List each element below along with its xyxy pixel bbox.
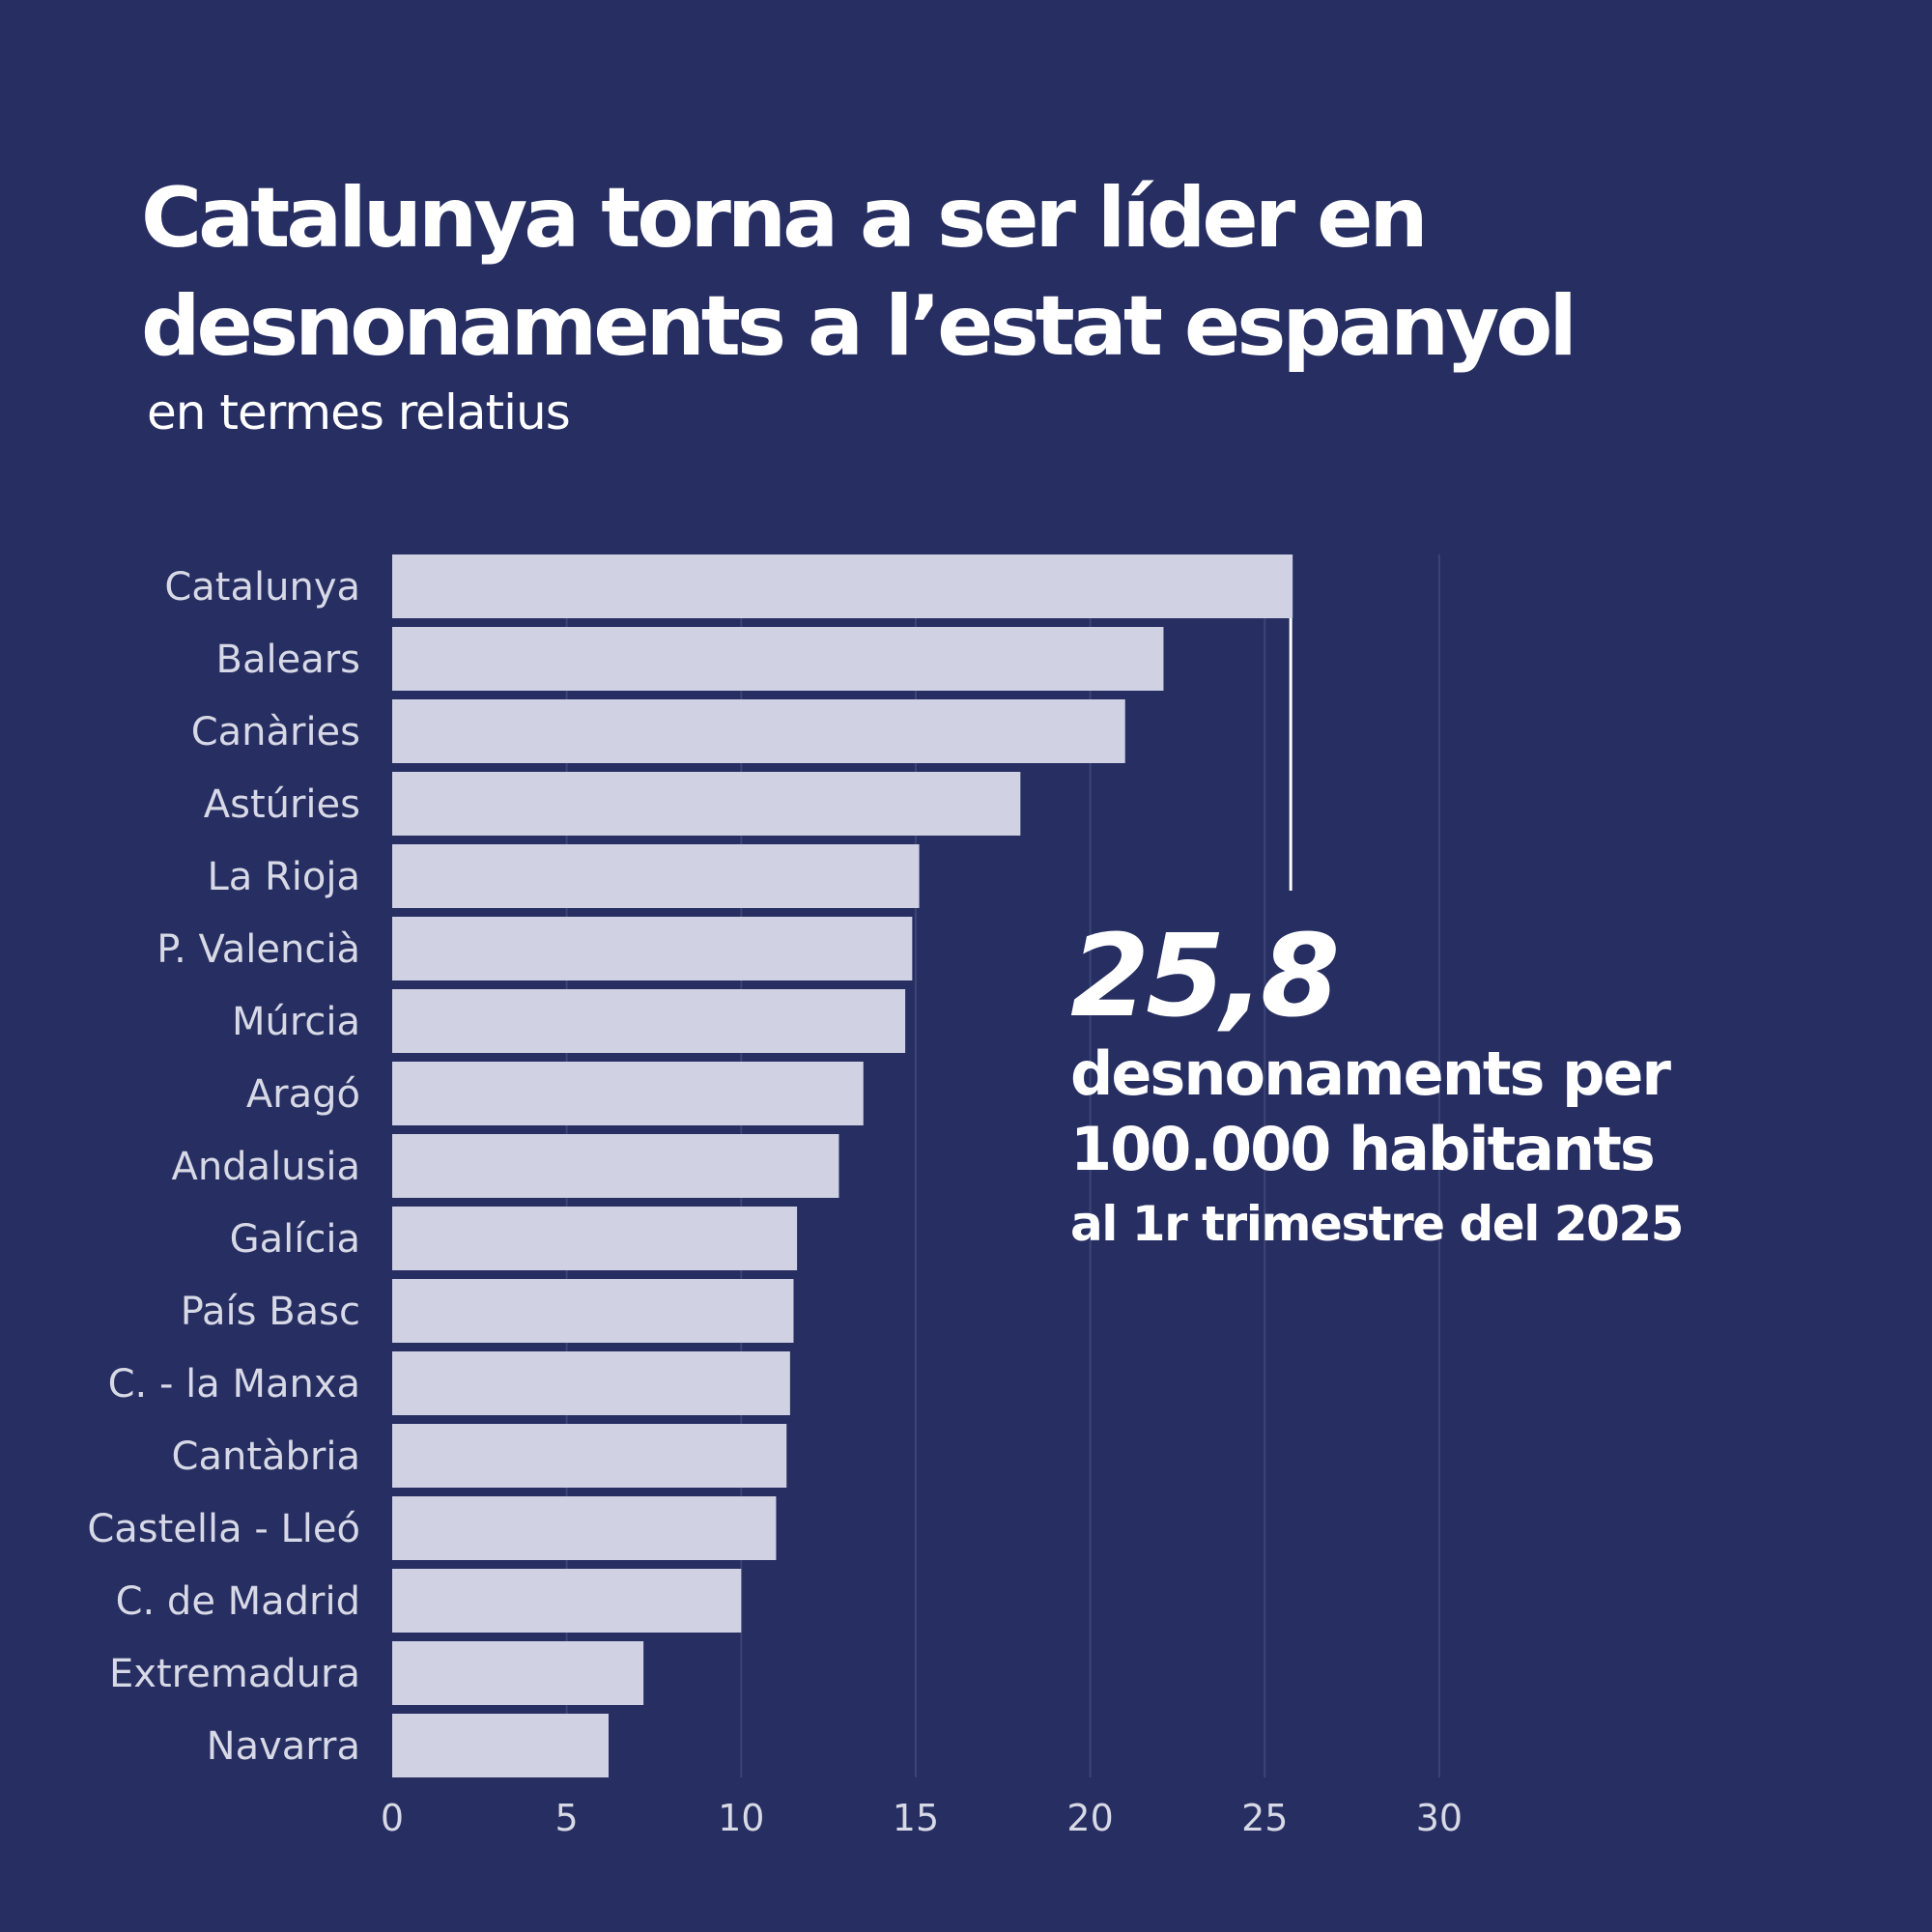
category-label-10: País Basc: [181, 1290, 360, 1334]
category-label-14: C. de Madrid: [116, 1579, 360, 1624]
category-label-4: La Rioja: [207, 855, 360, 899]
bar-2: [392, 699, 1125, 763]
bar-1: [392, 627, 1164, 691]
category-label-9: Galícia: [230, 1217, 360, 1262]
tick-label-0: 0: [381, 1797, 404, 1839]
callout-unit: desnonaments per 100.000 habitants: [1070, 1038, 1671, 1184]
bar-12: [392, 1424, 787, 1488]
callout-value: 25,8: [1070, 909, 1340, 1042]
bar-15: [392, 1641, 644, 1705]
category-label-2: Canàries: [191, 710, 360, 754]
bar-9: [392, 1207, 798, 1270]
bar-13: [392, 1496, 777, 1560]
tick-label-5: 5: [555, 1797, 579, 1839]
bar-16: [392, 1714, 610, 1777]
bar-14: [392, 1569, 742, 1633]
category-label-16: Navarra: [207, 1724, 360, 1769]
chart-title: Catalunya torna a ser líder en desnoname…: [141, 170, 1577, 375]
category-labels: Catalunya Balears Canàries Astúries La Rioja…: [87, 565, 360, 1769]
bar-8: [392, 1134, 839, 1198]
tick-label-30: 30: [1416, 1797, 1463, 1839]
tick-label-25: 25: [1241, 1797, 1288, 1839]
category-label-0: Catalunya: [164, 565, 360, 610]
category-label-13: Castella - Lleó: [87, 1507, 360, 1551]
callout: 25,8 desnonaments per 100.000 habitants …: [1070, 913, 1747, 1261]
category-label-7: Aragó: [246, 1072, 360, 1117]
bar-0: [392, 554, 1293, 618]
chart-subtitle: en termes relatius: [147, 384, 571, 440]
x-axis-ticks: 0 5 10 15 20 25 30: [381, 1797, 1463, 1839]
bar-6: [392, 989, 906, 1053]
tick-label-10: 10: [718, 1797, 764, 1839]
bar-7: [392, 1062, 864, 1125]
callout-period: al 1r trimestre del 2025: [1070, 1196, 1684, 1252]
category-label-15: Extremadura: [109, 1652, 360, 1696]
category-label-5: P. Valencià: [156, 927, 360, 972]
tick-label-15: 15: [893, 1797, 939, 1839]
category-label-1: Balears: [216, 638, 360, 682]
category-label-8: Andalusia: [171, 1145, 360, 1189]
category-label-12: Cantàbria: [172, 1435, 360, 1479]
bars: [392, 554, 1293, 1777]
category-label-6: Múrcia: [232, 1000, 360, 1044]
category-label-11: C. - la Manxa: [108, 1362, 360, 1406]
tick-label-20: 20: [1066, 1797, 1113, 1839]
bar-10: [392, 1279, 794, 1343]
bar-5: [392, 917, 913, 980]
bar-3: [392, 772, 1021, 836]
bar-11: [392, 1351, 790, 1415]
category-label-3: Astúries: [204, 782, 360, 827]
bar-4: [392, 844, 920, 908]
